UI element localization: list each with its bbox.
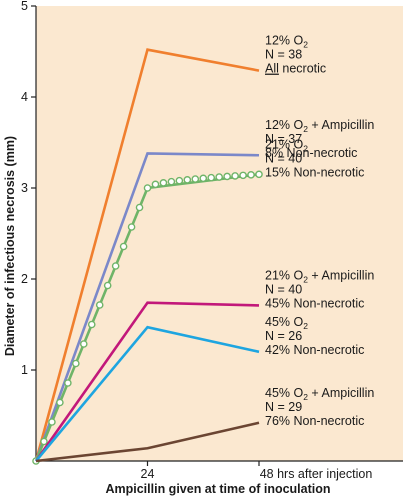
annotation-s45-line: 42% Non-necrotic — [265, 343, 364, 357]
annotation-s45amp-line: 45% O2 + Ampicillin — [265, 386, 374, 402]
y-tick-label: 2 — [21, 272, 28, 286]
annotation-s45-line: N = 26 — [265, 329, 302, 343]
series-marker — [175, 176, 184, 185]
series-marker — [135, 203, 144, 212]
series-marker — [231, 172, 239, 180]
annotation-s21amp-line: N = 40 — [265, 282, 302, 296]
x-tick-label: 24 — [141, 467, 155, 481]
axes: 1 2 3 4 5 24 48 hrs after injection — [21, 0, 403, 481]
series-marker — [40, 437, 48, 446]
y-tick-label: 5 — [21, 0, 28, 13]
series-marker — [159, 179, 168, 187]
x-tick-label: 48 hrs after injection — [260, 467, 373, 481]
series-marker — [207, 173, 216, 182]
series-marker — [239, 171, 247, 180]
series-marker — [72, 359, 80, 368]
series-marker — [215, 173, 223, 181]
series-marker — [87, 320, 96, 329]
series-line-s12amp — [34, 152, 260, 462]
series-marker — [199, 174, 208, 183]
series-marker — [79, 340, 88, 348]
annotation-s21-line: N = 40 — [265, 151, 302, 165]
series-marker — [56, 398, 64, 407]
annotation-s45amp-line: N = 29 — [265, 400, 302, 414]
y-tick-label: 4 — [21, 90, 28, 104]
series-line-s45amp — [35, 421, 260, 463]
series-marker — [111, 262, 120, 270]
series-layer — [32, 48, 263, 465]
series-marker — [103, 281, 112, 290]
y-tick-label: 3 — [21, 181, 28, 195]
series-line-s21amp — [34, 301, 260, 462]
series-line-s45 — [35, 325, 260, 462]
annotation-s12-line: 12% O2 — [265, 34, 308, 50]
annotation-s21-line: 15% Non-necrotic — [265, 165, 364, 179]
series-marker — [191, 175, 200, 183]
annotation-s21amp-line: 21% O2 + Ampicillin — [265, 268, 374, 284]
series-marker — [95, 301, 104, 309]
series-line-s12 — [34, 48, 260, 462]
annotation-s21amp-line: 45% Non-necrotic — [265, 296, 364, 310]
x-axis-title: Ampicillin given at time of inoculation — [105, 482, 330, 496]
annotation-s45-line: 45% O2 — [265, 315, 308, 331]
series-marker — [64, 379, 72, 387]
series-marker — [127, 223, 136, 231]
annotation-s12amp-line: 8% Non-necrotic — [265, 146, 357, 160]
annotation-s21-line: 21% O2 — [265, 137, 308, 153]
series-marker — [183, 176, 192, 184]
annotation-s45amp-line: 76% Non-necrotic — [265, 414, 364, 428]
annotation-s12-line: All necrotic — [265, 62, 326, 76]
y-tick-label: 1 — [21, 363, 28, 377]
series-marker — [223, 172, 231, 181]
series-marker — [167, 177, 176, 186]
annotation-s12-line: N = 38 — [265, 48, 302, 62]
series-marker — [247, 171, 255, 179]
annotation-s12amp-line: N = 37 — [265, 132, 302, 146]
series-marker — [151, 180, 160, 189]
series-marker — [255, 170, 263, 179]
series-marker — [143, 184, 152, 192]
series-marker — [48, 418, 56, 426]
series-marker — [119, 242, 128, 251]
y-axis-title: Diameter of infectious necrosis (mm) — [3, 136, 17, 356]
annotation-s12amp-line: 12% O2 + Ampicillin — [265, 118, 374, 134]
